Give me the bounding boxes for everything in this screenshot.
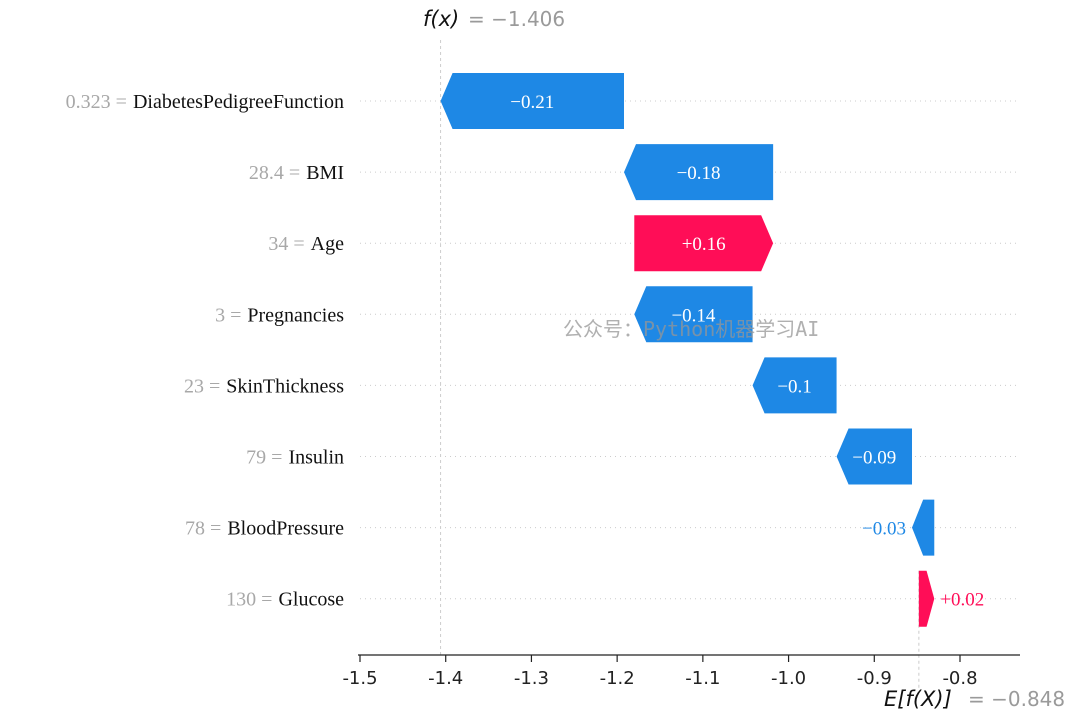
feature-name: BloodPressure (227, 518, 344, 540)
x-tick-label: -0.8 (942, 668, 977, 689)
negative-bar (634, 286, 753, 343)
feature-value: 23 = (184, 375, 220, 397)
x-tick-label: -1.3 (514, 668, 549, 689)
feature-name: SkinThickness (226, 375, 344, 397)
negative-bar (836, 428, 912, 485)
feature-value: 0.323 = (66, 91, 127, 113)
fx-value: = −1.406 (468, 7, 565, 31)
bar-value-label: +0.02 (940, 590, 984, 611)
positive-bar (918, 570, 935, 627)
x-tick-label: -1.2 (600, 668, 635, 689)
feature-value: 130 = (226, 589, 272, 611)
fx-label: f(x) (423, 7, 459, 31)
feature-name: Glucose (278, 589, 344, 611)
bar-value-label: −0.18 (677, 163, 721, 184)
feature-name: Pregnancies (247, 304, 344, 326)
negative-bar (912, 499, 935, 556)
positive-bar (634, 215, 774, 272)
negative-bar (624, 144, 774, 201)
bar-value-label: −0.14 (671, 305, 715, 326)
x-tick-label: -1.0 (771, 668, 806, 689)
negative-bar (752, 357, 837, 414)
x-tick-label: -1.5 (342, 668, 377, 689)
bar-value-label: −0.09 (852, 448, 896, 469)
bar-value-label: −0.03 (862, 519, 906, 540)
bar-value-label: +0.16 (682, 234, 726, 255)
negative-bar (440, 73, 624, 129)
feature-value: 78 = (185, 518, 221, 540)
feature-name: Age (311, 233, 344, 255)
feature-value: 3 = (215, 304, 241, 326)
feature-value: 79 = (246, 447, 282, 469)
bar-value-label: −0.21 (510, 92, 554, 113)
efx-label: E[f(X)] (884, 687, 952, 711)
feature-name: DiabetesPedigreeFunction (133, 91, 344, 113)
feature-name: Insulin (288, 447, 344, 469)
bar-value-label: −0.1 (777, 376, 811, 397)
x-tick-label: -1.4 (428, 668, 463, 689)
feature-value: 28.4 = (249, 162, 300, 184)
feature-name: BMI (306, 162, 344, 184)
efx-value: = −0.848 (968, 687, 1065, 711)
x-tick-label: -0.9 (857, 668, 892, 689)
feature-value: 34 = (268, 233, 304, 255)
x-tick-label: -1.1 (685, 668, 720, 689)
